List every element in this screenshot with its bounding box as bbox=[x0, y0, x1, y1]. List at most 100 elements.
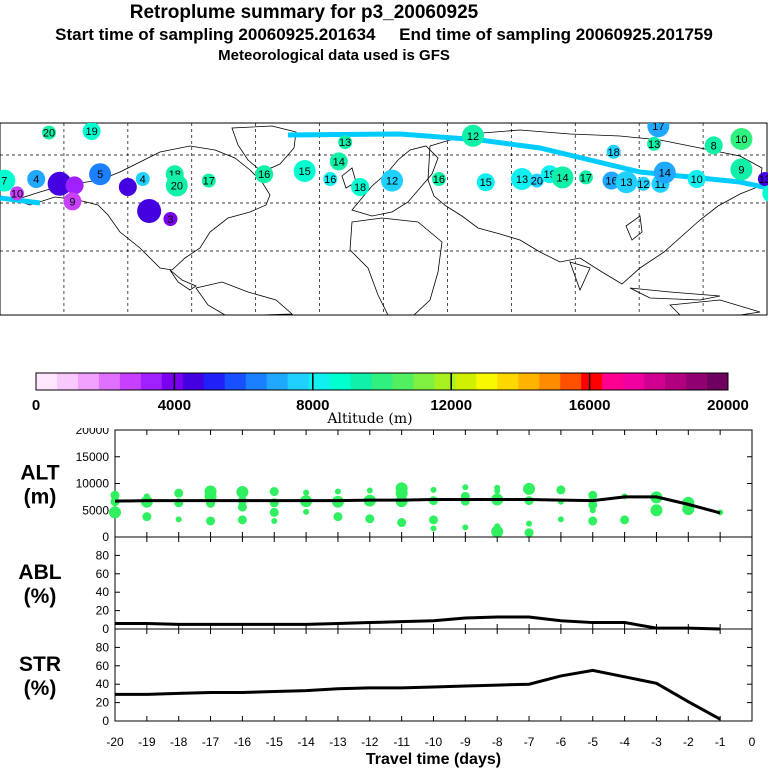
x-tick-label: -9 bbox=[460, 735, 471, 749]
cluster-marker: 17 bbox=[201, 173, 216, 188]
alt-point bbox=[429, 515, 438, 525]
x-tick-label: 0 bbox=[749, 735, 756, 749]
alt-point bbox=[557, 516, 564, 523]
centroid-track bbox=[0, 131, 768, 206]
colorbar-tick-labels: 0 4000 8000 12000 16000 20000 bbox=[32, 373, 749, 414]
cluster-marker: 20 bbox=[165, 174, 188, 197]
x-tick-label: -1 bbox=[715, 735, 726, 749]
colorbar-tick: 0 bbox=[32, 397, 40, 414]
chart-title: Retroplume summary for p3_20060925 bbox=[129, 2, 479, 23]
cluster-label: 11 bbox=[655, 179, 666, 191]
alt-point bbox=[237, 502, 247, 512]
y-tick-label: 40 bbox=[96, 677, 110, 691]
cluster-marker: 10 bbox=[730, 128, 753, 150]
cluster-marker: 20 bbox=[529, 173, 544, 188]
colorbar-label: Altitude (m) bbox=[326, 411, 412, 427]
colorbar-cell bbox=[497, 373, 519, 390]
colorbar-cell bbox=[623, 373, 645, 390]
colorbar-tick: 16000 bbox=[569, 397, 611, 414]
alt-point bbox=[109, 506, 121, 519]
colorbar-cell bbox=[36, 373, 58, 390]
x-tick-label: -14 bbox=[297, 735, 315, 749]
alt-point bbox=[110, 490, 120, 500]
alt-point bbox=[303, 508, 310, 515]
y-tick-label: 80 bbox=[96, 548, 110, 562]
colorbar-cell bbox=[287, 373, 310, 390]
cluster-marker: 12 bbox=[636, 176, 651, 191]
alt-point bbox=[430, 525, 437, 532]
cluster-marker: 3 bbox=[163, 212, 178, 226]
cluster-label: 16 bbox=[605, 176, 617, 188]
x-tick-label: -12 bbox=[361, 735, 379, 749]
colorbar-cell bbox=[182, 373, 205, 390]
cluster-label: 7 bbox=[1, 176, 7, 188]
colorbar-cell bbox=[518, 373, 540, 390]
cluster-marker: 7 bbox=[762, 185, 768, 202]
alt-point bbox=[142, 512, 152, 522]
colorbar-cell bbox=[560, 373, 582, 390]
y-axis-label: STR bbox=[19, 653, 61, 676]
cluster-marker: 16 bbox=[323, 172, 338, 186]
cluster-label: 13 bbox=[339, 137, 351, 149]
x-tick-label: -11 bbox=[393, 735, 410, 749]
alt-point bbox=[174, 488, 184, 498]
cluster-label: 16 bbox=[433, 174, 445, 186]
colorbar-cell bbox=[203, 373, 226, 390]
alt-point bbox=[494, 487, 501, 494]
cluster-marker: 14 bbox=[653, 161, 676, 184]
cluster-marker: 16 bbox=[431, 172, 446, 186]
cluster-label: 10 bbox=[691, 174, 703, 186]
cluster-label: 14 bbox=[333, 156, 345, 168]
altitude-colorbar: 0 4000 8000 12000 16000 20000 Altitude (m) bbox=[32, 372, 749, 427]
y-tick-label: 5000 bbox=[82, 503, 109, 517]
cluster-label: 17 bbox=[652, 121, 664, 133]
cluster-marker: 5 bbox=[89, 163, 112, 186]
alt-point bbox=[237, 515, 247, 525]
colorbar-cell bbox=[77, 373, 100, 390]
cluster-label: 12 bbox=[637, 179, 649, 191]
cluster-label: 17 bbox=[580, 172, 592, 184]
cluster-marker: 9 bbox=[730, 158, 753, 181]
x-tick-label: -4 bbox=[619, 735, 630, 749]
alt-point bbox=[303, 489, 310, 496]
coastlines bbox=[13, 125, 763, 315]
x-tick-label: -17 bbox=[202, 735, 220, 749]
cluster-marker: 19 bbox=[82, 123, 101, 140]
alt-point bbox=[333, 512, 343, 522]
abl-line bbox=[115, 615, 721, 631]
alt-point bbox=[110, 497, 120, 507]
cluster-marker: 13 bbox=[510, 168, 533, 190]
y-tick-label: 10000 bbox=[76, 477, 110, 491]
cluster-label: 14 bbox=[556, 172, 568, 184]
y-axis-label: (m) bbox=[24, 486, 57, 509]
alt-point bbox=[175, 516, 182, 523]
x-tick-label: -5 bbox=[587, 735, 598, 749]
cluster-label: 14 bbox=[659, 168, 671, 180]
cluster-label: 9 bbox=[69, 196, 75, 208]
x-tick-label: -6 bbox=[556, 735, 567, 749]
cluster-marker: 12 bbox=[381, 169, 404, 192]
cluster-label: 13 bbox=[620, 177, 632, 189]
x-tick-label: -3 bbox=[651, 735, 662, 749]
cluster-label: 16 bbox=[324, 174, 336, 186]
alt-point bbox=[524, 528, 534, 538]
panel-abl: 80 60 40 20 0 ABL(%) bbox=[18, 536, 753, 636]
sampling-times: Start time of sampling 20060925.201634 E… bbox=[55, 25, 713, 44]
cluster-marker: 4 bbox=[135, 172, 150, 186]
alt-point bbox=[269, 487, 279, 497]
cluster-marker: 12 bbox=[461, 124, 484, 147]
met-data-note: Meteorological data used is GFS bbox=[218, 47, 450, 64]
alt-point bbox=[523, 482, 536, 495]
colorbar-cell bbox=[329, 373, 352, 390]
colorbar-tick: 8000 bbox=[296, 397, 329, 414]
colorbar-cell bbox=[476, 373, 498, 390]
cluster-label: 12 bbox=[467, 131, 479, 143]
colorbar-cell bbox=[266, 373, 289, 390]
x-tick-label: -7 bbox=[524, 735, 535, 749]
colorbar-cell bbox=[707, 373, 729, 390]
colorbar-cell bbox=[350, 373, 373, 390]
cluster-marker: 13 bbox=[757, 172, 768, 186]
alt-point bbox=[462, 484, 469, 491]
cluster-label: 20 bbox=[531, 176, 543, 188]
cluster-label: 3 bbox=[167, 214, 173, 226]
